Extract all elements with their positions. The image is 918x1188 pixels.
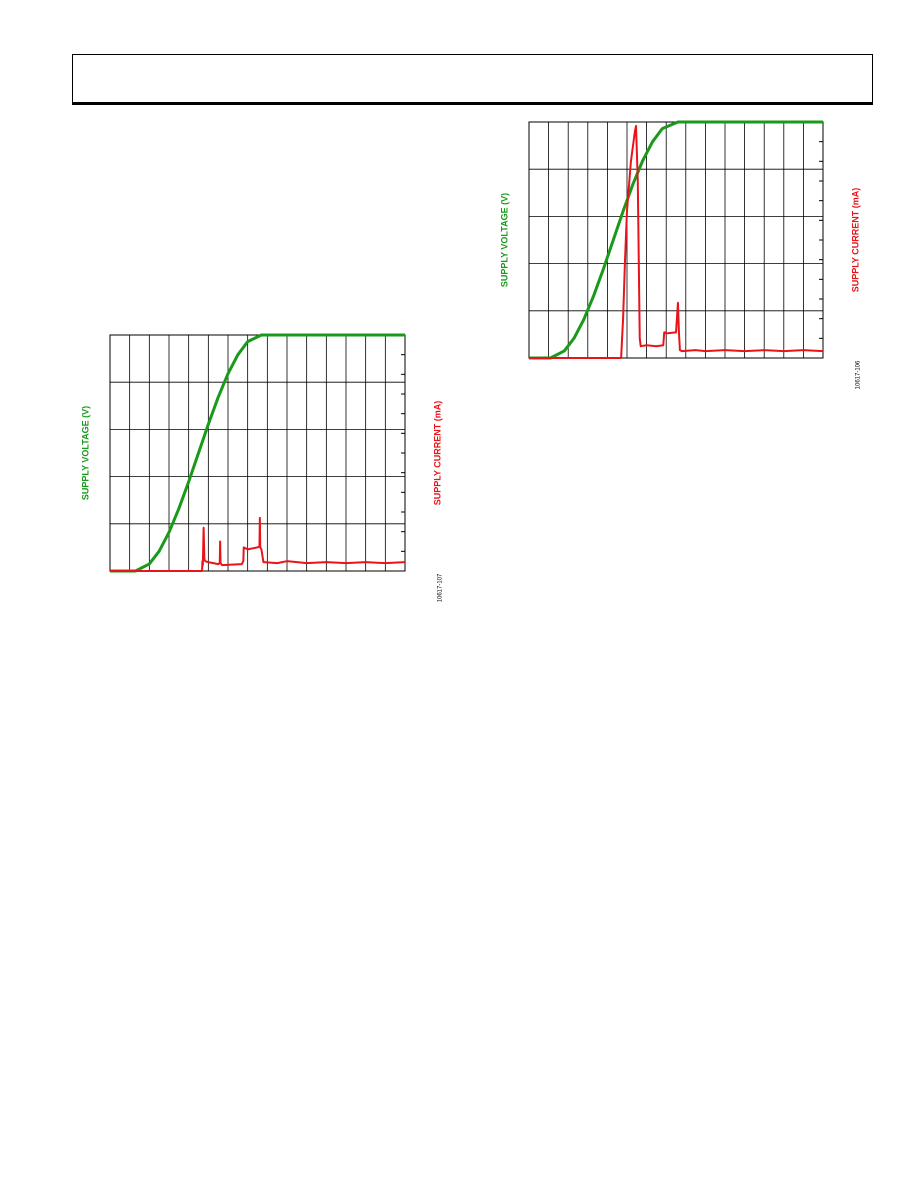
y2-axis-label: SUPPLY CURRENT (mA): [432, 401, 442, 506]
y-axis-label: SUPPLY VOLTAGE (V): [80, 406, 90, 500]
data-line: [529, 124, 824, 359]
header-frame: [72, 54, 873, 105]
y-axis-label: SUPPLY VOLTAGE (V): [499, 193, 509, 287]
plot-frame: [109, 334, 406, 572]
figure-id: 10617-106: [856, 360, 862, 389]
data-line: [110, 333, 405, 573]
figure-id: 10617-107: [438, 573, 444, 602]
y2-axis-label: SUPPLY CURRENT (mA): [850, 188, 860, 293]
data-line: [110, 516, 406, 572]
